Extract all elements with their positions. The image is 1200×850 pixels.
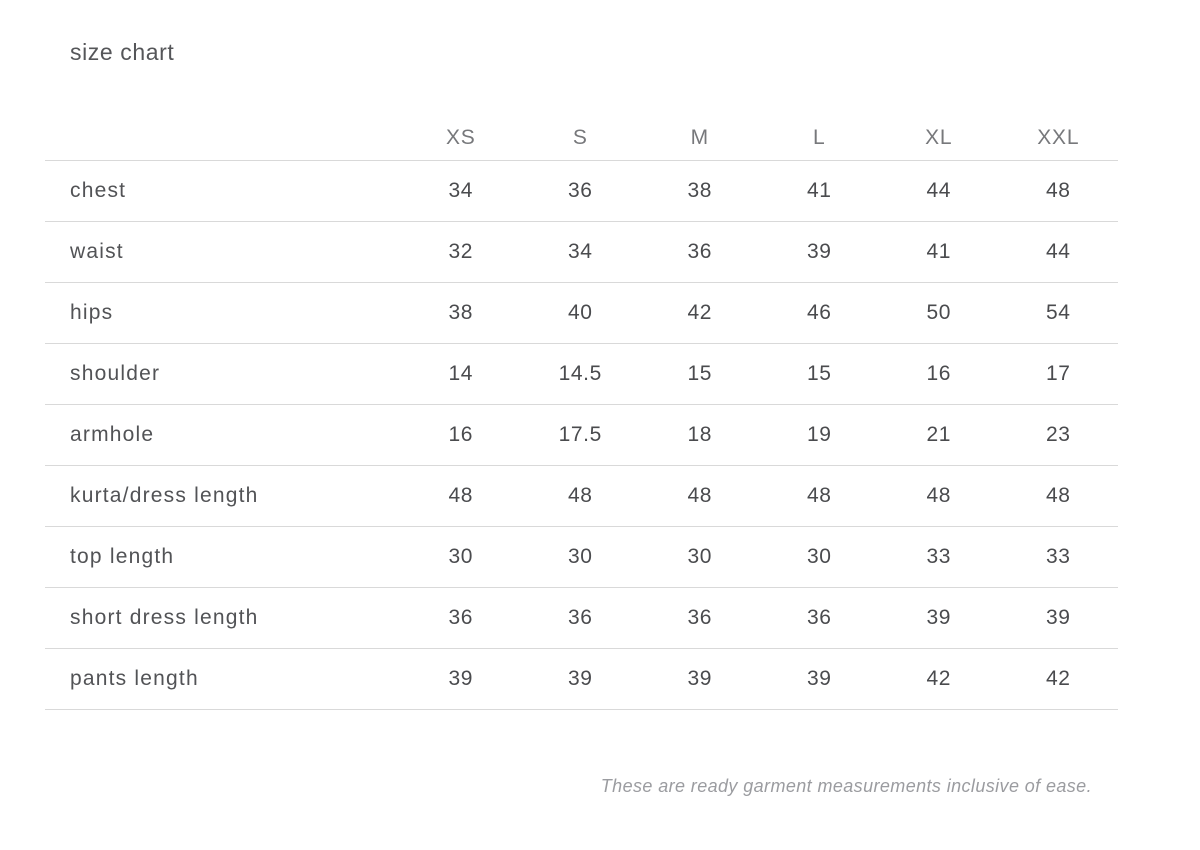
cell-value: 39 bbox=[401, 648, 521, 710]
cell-value: 50 bbox=[879, 282, 999, 344]
cell-value: 15 bbox=[759, 343, 879, 405]
cell-value: 48 bbox=[640, 465, 760, 527]
column-header-xl: XL bbox=[879, 115, 999, 161]
table-row-top-length: top length 30 30 30 30 33 33 bbox=[45, 526, 1118, 588]
cell-value: 16 bbox=[879, 343, 999, 405]
cell-value: 14 bbox=[401, 343, 521, 405]
cell-value: 16 bbox=[401, 404, 521, 466]
cell-value: 36 bbox=[520, 160, 640, 222]
table-row-waist: waist 32 34 36 39 41 44 bbox=[45, 221, 1118, 283]
cell-value: 39 bbox=[998, 587, 1118, 649]
table-row-short-dress-length: short dress length 36 36 36 36 39 39 bbox=[45, 587, 1118, 649]
cell-value: 21 bbox=[879, 404, 999, 466]
cell-value: 40 bbox=[520, 282, 640, 344]
row-label: armhole bbox=[45, 404, 401, 466]
cell-value: 34 bbox=[520, 221, 640, 283]
cell-value: 46 bbox=[759, 282, 879, 344]
cell-value: 42 bbox=[998, 648, 1118, 710]
table-row-chest: chest 34 36 38 41 44 48 bbox=[45, 160, 1118, 222]
cell-value: 17.5 bbox=[520, 404, 640, 466]
row-label: short dress length bbox=[45, 587, 401, 649]
column-header-s: S bbox=[520, 115, 640, 161]
cell-value: 38 bbox=[640, 160, 760, 222]
cell-value: 17 bbox=[998, 343, 1118, 405]
footnote: These are ready garment measurements inc… bbox=[600, 776, 1092, 796]
cell-value: 48 bbox=[520, 465, 640, 527]
cell-value: 30 bbox=[401, 526, 521, 588]
column-header-l: L bbox=[759, 115, 879, 161]
cell-value: 42 bbox=[640, 282, 760, 344]
table-header-row: XS S M L XL XXL bbox=[45, 115, 1118, 161]
table-row-armhole: armhole 16 17.5 18 19 21 23 bbox=[45, 404, 1118, 466]
cell-value: 39 bbox=[879, 587, 999, 649]
cell-value: 33 bbox=[998, 526, 1118, 588]
cell-value: 30 bbox=[520, 526, 640, 588]
cell-value: 38 bbox=[401, 282, 521, 344]
cell-value: 44 bbox=[998, 221, 1118, 283]
cell-value: 42 bbox=[879, 648, 999, 710]
cell-value: 30 bbox=[640, 526, 760, 588]
table-row-hips: hips 38 40 42 46 50 54 bbox=[45, 282, 1118, 344]
row-label: chest bbox=[45, 160, 401, 222]
cell-value: 39 bbox=[640, 648, 760, 710]
cell-value: 36 bbox=[520, 587, 640, 649]
row-label: pants length bbox=[45, 648, 401, 710]
cell-value: 48 bbox=[401, 465, 521, 527]
column-header-m: M bbox=[640, 115, 760, 161]
cell-value: 15 bbox=[640, 343, 760, 405]
column-header-xxl: XXL bbox=[998, 115, 1118, 161]
page-title: size chart bbox=[70, 39, 175, 65]
row-label: top length bbox=[45, 526, 401, 588]
cell-value: 39 bbox=[759, 648, 879, 710]
cell-value: 39 bbox=[520, 648, 640, 710]
cell-value: 14.5 bbox=[520, 343, 640, 405]
cell-value: 23 bbox=[998, 404, 1118, 466]
row-label: hips bbox=[45, 282, 401, 344]
cell-value: 41 bbox=[879, 221, 999, 283]
cell-value: 32 bbox=[401, 221, 521, 283]
cell-value: 41 bbox=[759, 160, 879, 222]
cell-value: 33 bbox=[879, 526, 999, 588]
size-chart-table: XS S M L XL XXL chest 34 36 38 41 44 48 … bbox=[45, 115, 1118, 710]
cell-value: 48 bbox=[759, 465, 879, 527]
cell-value: 36 bbox=[640, 221, 760, 283]
row-label: kurta/dress length bbox=[45, 465, 401, 527]
corner-header-cell bbox=[45, 115, 401, 161]
table-row-kurta-dress-length: kurta/dress length 48 48 48 48 48 48 bbox=[45, 465, 1118, 527]
row-label: shoulder bbox=[45, 343, 401, 405]
cell-value: 39 bbox=[759, 221, 879, 283]
cell-value: 30 bbox=[759, 526, 879, 588]
column-header-xs: XS bbox=[401, 115, 521, 161]
cell-value: 19 bbox=[759, 404, 879, 466]
cell-value: 54 bbox=[998, 282, 1118, 344]
cell-value: 34 bbox=[401, 160, 521, 222]
table-row-shoulder: shoulder 14 14.5 15 15 16 17 bbox=[45, 343, 1118, 405]
cell-value: 48 bbox=[879, 465, 999, 527]
cell-value: 18 bbox=[640, 404, 760, 466]
cell-value: 36 bbox=[401, 587, 521, 649]
table-row-pants-length: pants length 39 39 39 39 42 42 bbox=[45, 648, 1118, 710]
cell-value: 48 bbox=[998, 160, 1118, 222]
cell-value: 44 bbox=[879, 160, 999, 222]
row-label: waist bbox=[45, 221, 401, 283]
cell-value: 36 bbox=[759, 587, 879, 649]
cell-value: 48 bbox=[998, 465, 1118, 527]
cell-value: 36 bbox=[640, 587, 760, 649]
